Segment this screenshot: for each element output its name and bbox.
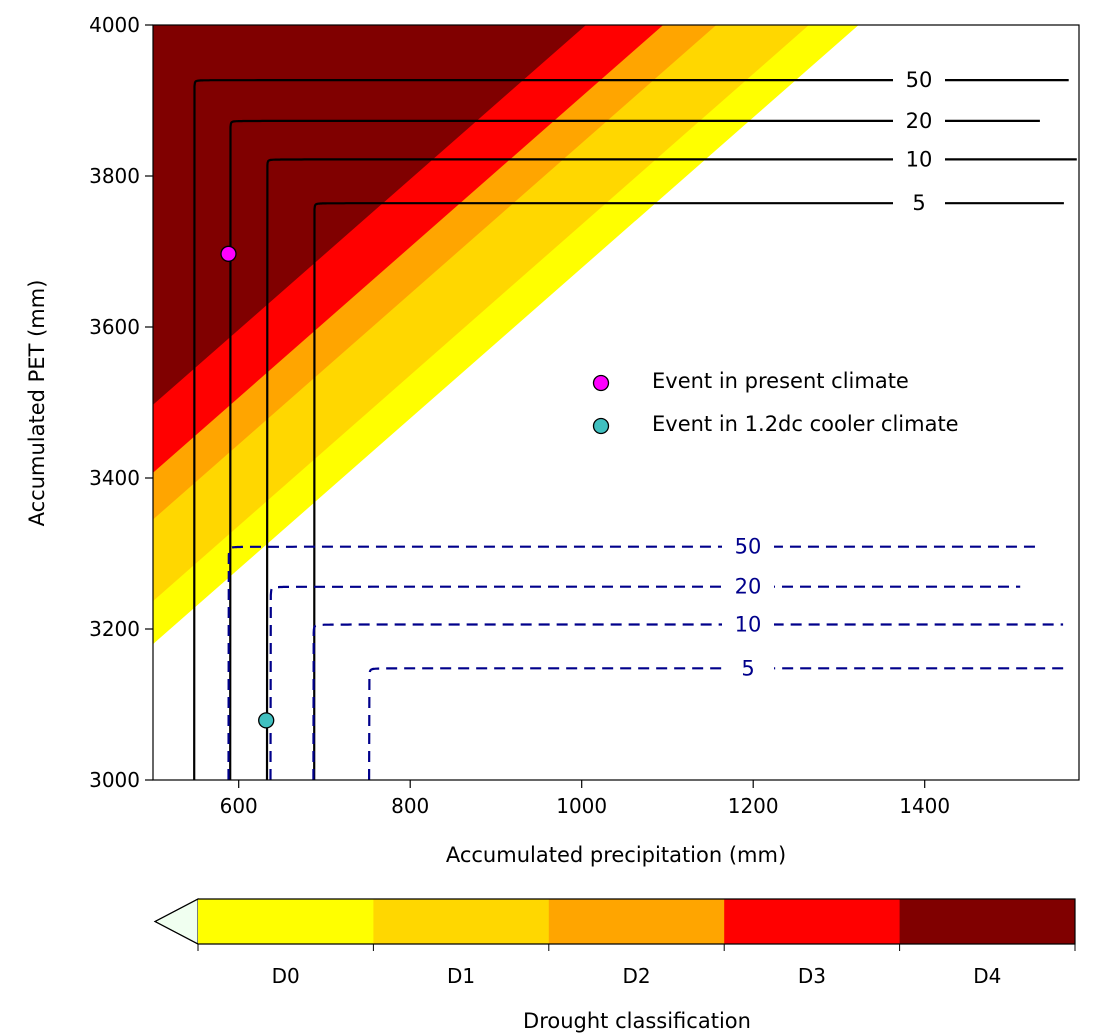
contour-label-bg xyxy=(722,655,774,682)
contour-label-bg xyxy=(893,190,945,217)
colorbar-category-label: D4 xyxy=(973,964,1001,988)
x-tick-label: 1200 xyxy=(728,794,779,818)
present-contours: 50 20 10 5 xyxy=(193,67,1077,780)
event-markers xyxy=(220,245,275,729)
colorbar-segment-d4 xyxy=(899,899,1076,944)
y-tick-label: 3800 xyxy=(89,164,140,188)
event-marker-1 xyxy=(220,245,237,262)
colorbar-category-label: D3 xyxy=(798,964,826,988)
contour-label-bg xyxy=(893,146,945,173)
contour-label-bg xyxy=(893,107,945,134)
legend-marker xyxy=(592,374,610,392)
contour-label: 10 xyxy=(735,612,762,636)
contour-solid-50 xyxy=(193,79,1069,780)
contour-dashed-50 xyxy=(227,545,1039,780)
x-tick-label: 1400 xyxy=(899,794,950,818)
contour-label-bg xyxy=(722,611,774,638)
y-axis-label: Accumulated PET (mm) xyxy=(25,280,49,527)
contour-label: 50 xyxy=(906,68,933,92)
x-tick-label: 600 xyxy=(220,794,258,818)
plot-frame xyxy=(152,24,1080,781)
contour-label-bg xyxy=(722,533,774,560)
y-tick-label: 4000 xyxy=(89,13,140,37)
x-tick-label: 800 xyxy=(391,794,429,818)
y-axis-ticks: 3000 3200 3400 3600 3800 4000 xyxy=(89,13,153,792)
colorbar-segment-d1 xyxy=(373,899,550,944)
contour-dashed-10 xyxy=(312,623,1064,780)
x-tick-label: 1000 xyxy=(556,794,607,818)
contour-solid-20 xyxy=(229,119,1040,780)
colorbar-segment-d3 xyxy=(724,899,901,944)
colorbar-category-label: D0 xyxy=(272,964,300,988)
x-axis-label: Accumulated precipitation (mm) xyxy=(446,843,786,867)
colorbar-segment-d0 xyxy=(198,899,374,944)
y-tick-label: 3000 xyxy=(89,768,140,792)
contour-dashed-20 xyxy=(269,585,1021,780)
contour-label: 10 xyxy=(906,147,933,171)
event-marker-2 xyxy=(258,712,275,729)
contour-label: 20 xyxy=(906,109,933,133)
y-tick-label: 3400 xyxy=(89,466,140,490)
cooler-contours: 50 20 10 5 xyxy=(227,533,1064,780)
legend-entry: Event in 1.2dc cooler climate xyxy=(652,412,959,436)
colorbar-outline xyxy=(153,898,1076,945)
colorbar-category-label: D2 xyxy=(622,964,650,988)
legend: Event in present climate Event in 1.2dc c… xyxy=(592,369,959,436)
contour-label: 20 xyxy=(735,575,762,599)
contour-label: 5 xyxy=(912,191,925,215)
contour-label-bg xyxy=(893,67,945,94)
colorbar-segment-d2 xyxy=(548,899,725,944)
contour-solid-10 xyxy=(265,158,1077,780)
contour-solid-5 xyxy=(313,202,1064,780)
colorbar-category-label: D1 xyxy=(447,964,475,988)
contour-label-bg xyxy=(722,573,774,600)
colorbar-extend xyxy=(153,898,199,945)
contour-label: 5 xyxy=(741,656,754,680)
legend-entry: Event in present climate xyxy=(652,369,909,393)
x-axis-ticks: 600 800 1000 1200 1400 xyxy=(220,780,950,818)
contour-dashed-5 xyxy=(368,667,1064,780)
legend-marker xyxy=(592,417,610,435)
contour-label: 50 xyxy=(735,535,762,559)
colorbar: D0 D1 D2 D3 D4 xyxy=(153,898,1076,988)
y-tick-label: 3600 xyxy=(89,315,140,339)
y-tick-label: 3200 xyxy=(89,617,140,641)
colorbar-label: Drought classification xyxy=(523,1009,751,1033)
